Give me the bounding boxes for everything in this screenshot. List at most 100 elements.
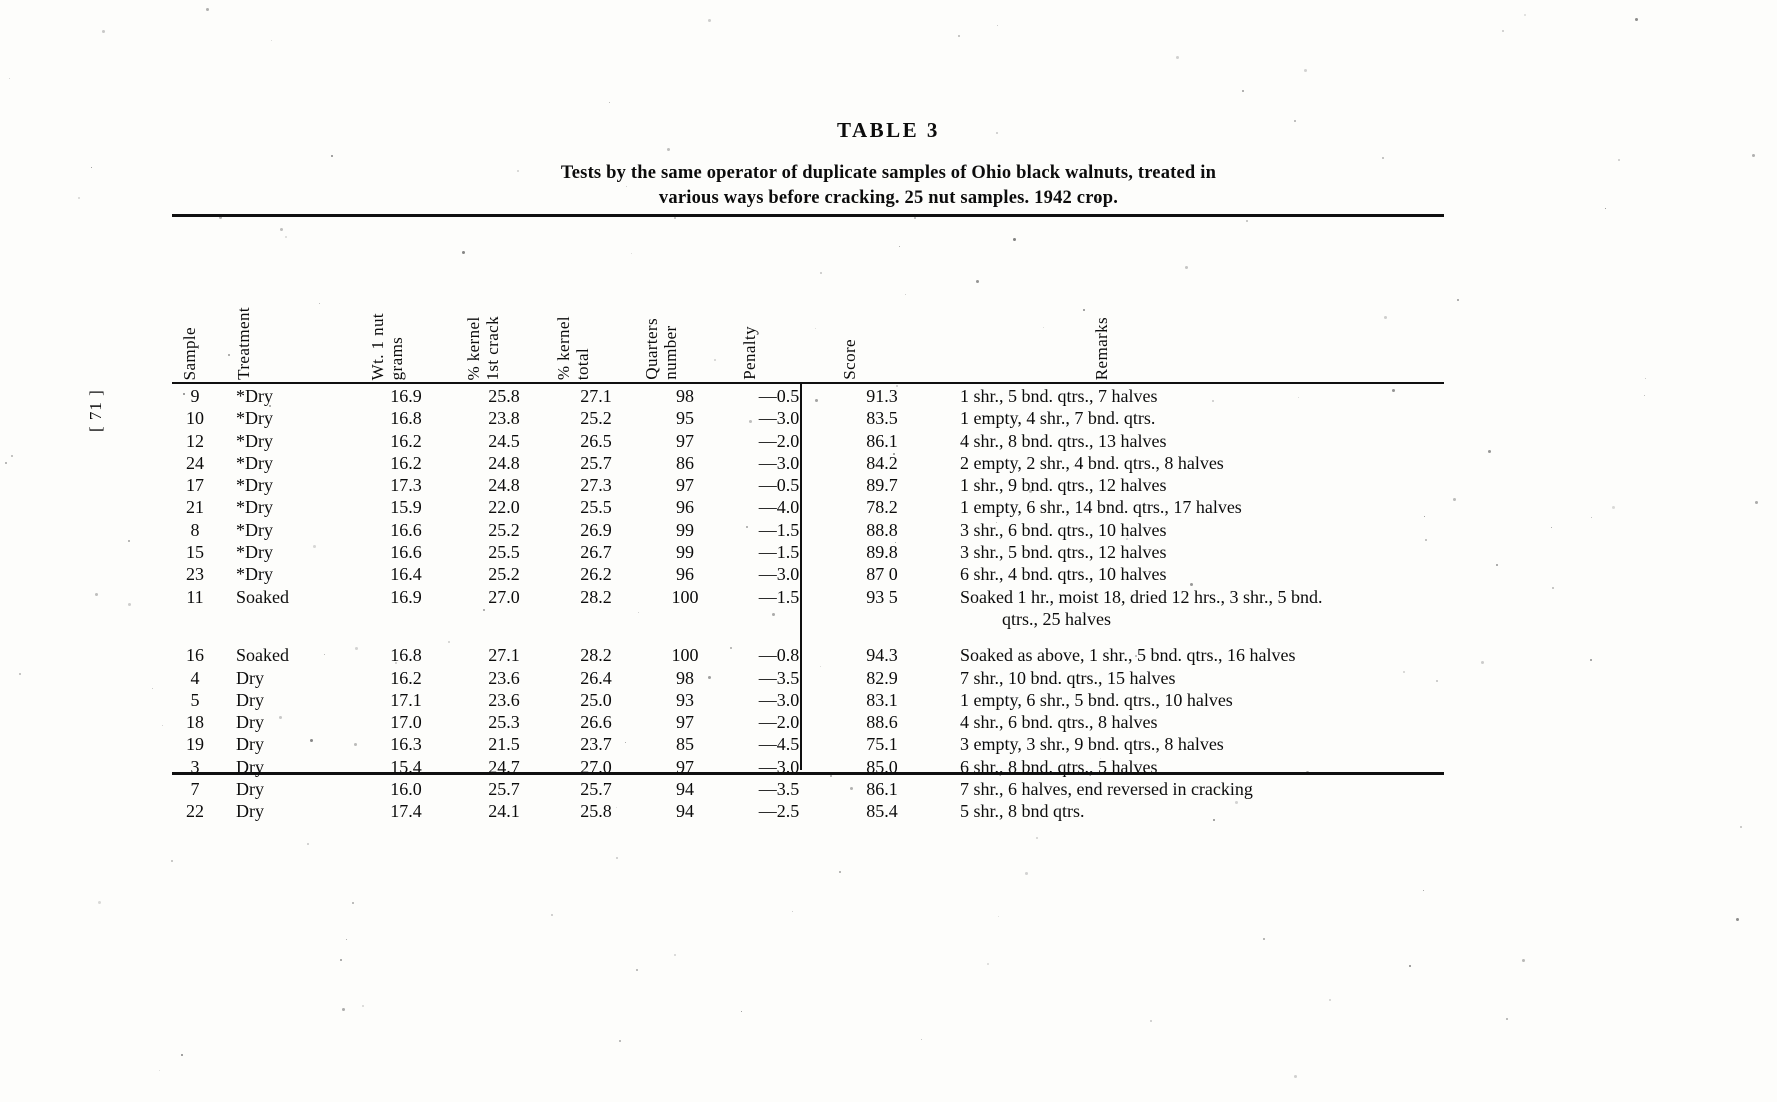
scan-speck <box>921 1039 922 1040</box>
table-row: 9 *Dry 16.9 25.8 27.1 98 —0.5 91.3 1 shr., 5 bnd… <box>172 386 1444 408</box>
cell-weight: 17.3 <box>390 475 422 496</box>
scan-speck <box>1025 872 1028 875</box>
scan-speck <box>1135 655 1137 657</box>
cell-weight: 16.9 <box>390 386 422 406</box>
scan-speck <box>9 78 10 79</box>
title-block: TABLE 3 Tests by the same operator of du… <box>0 118 1777 211</box>
cell-quarters: 94 <box>676 801 694 822</box>
cell-sample: 12 <box>186 430 204 451</box>
cell-sample: 17 <box>186 475 204 496</box>
table-row: 11 Soaked 16.9 27.0 28.2 100 —1.5 93 5 Soaked 1 … <box>172 587 1444 609</box>
cell-weight: 16.8 <box>390 408 422 429</box>
page-title: TABLE 3 <box>837 118 940 142</box>
scan-speck <box>820 666 821 667</box>
cell-kernel-1st-crack: 22.0 <box>488 497 520 518</box>
continuation-spacer <box>172 609 934 631</box>
cell-kernel-1st-crack: 25.7 <box>488 779 520 800</box>
cell-kernel-1st-crack: 25.5 <box>488 542 520 563</box>
table-row: 24 *Dry 16.2 24.8 25.7 86 —3.0 84.2 2 empty, 2 s… <box>172 453 1444 475</box>
scan-speck <box>638 612 639 613</box>
cell-score: 86.1 <box>866 779 898 800</box>
table-row: 12 *Dry 16.2 24.5 26.5 97 —2.0 86.1 4 shr., 8 bn… <box>172 431 1444 453</box>
cell-penalty: —3.5 <box>758 779 800 800</box>
cell-kernel-1st-crack: 24.1 <box>488 801 520 822</box>
scan-speck <box>362 1005 364 1007</box>
column-header-score: Score <box>840 339 859 380</box>
cell-sample: 5 <box>190 689 200 710</box>
cell-score: 83.1 <box>866 689 898 710</box>
caption-line-1: Tests by the same operator of duplicate … <box>560 163 1217 183</box>
scan-speck <box>1522 959 1525 962</box>
scan-speck <box>631 253 632 254</box>
cell-kernel-total: 25.5 <box>580 497 612 518</box>
scan-speck <box>1235 801 1238 804</box>
scan-speck <box>1392 389 1395 392</box>
cell-sample: 16 <box>186 645 204 666</box>
cell-treatment: *Dry <box>236 452 273 473</box>
scan-speck <box>1424 516 1425 517</box>
scan-speck <box>1457 299 1459 301</box>
scan-speck <box>1453 498 1456 501</box>
scan-speck <box>1409 965 1411 967</box>
scan-speck <box>1551 527 1552 528</box>
scan-speck <box>998 916 999 917</box>
scan-speck <box>895 542 896 543</box>
scan-speck <box>1506 1018 1508 1020</box>
cell-score: 85.4 <box>866 801 898 822</box>
scan-speck <box>1425 539 1427 541</box>
scan-speck <box>1384 316 1387 319</box>
cell-remarks: 3 shr., 5 bnd. qtrs., 12 halves <box>960 542 1167 563</box>
cell-score: 75.1 <box>866 734 898 755</box>
cell-treatment: Dry <box>236 712 264 733</box>
cell-treatment: Dry <box>236 667 264 688</box>
table-top-rule <box>172 214 1444 217</box>
cell-weight: 16.8 <box>390 645 422 666</box>
cell-treatment: *Dry <box>236 386 273 406</box>
cell-remarks: 4 shr., 6 bnd. qtrs., 8 halves <box>960 712 1158 733</box>
cell-penalty: —1.5 <box>758 586 800 607</box>
table-row: 19 Dry 16.3 21.5 23.7 85 —4.5 75.1 3 empty, 3 sh… <box>172 734 1444 756</box>
scan-speck <box>626 186 627 187</box>
scan-speck <box>162 725 163 726</box>
scan-speck <box>1502 30 1504 32</box>
cell-kernel-total: 26.7 <box>580 542 612 563</box>
cell-kernel-1st-crack: 27.1 <box>488 645 520 666</box>
cell-quarters: 98 <box>676 667 694 688</box>
scan-speck <box>1736 918 1739 921</box>
cell-weight: 16.6 <box>390 519 422 540</box>
scan-speck <box>667 148 670 151</box>
scan-speck <box>687 717 689 719</box>
scan-speck <box>340 959 342 961</box>
cell-score: 83.5 <box>866 408 898 429</box>
folio-page-number: [ 71 ] <box>86 389 105 432</box>
scan-speck <box>181 1054 183 1056</box>
scan-speck <box>152 688 153 689</box>
cell-kernel-1st-crack: 23.6 <box>488 689 520 710</box>
cell-treatment: *Dry <box>236 475 273 496</box>
scan-speck <box>78 197 80 199</box>
table-row: 4 Dry 16.2 23.6 26.4 98 —3.5 82.9 7 shr., 10 bnd… <box>172 668 1444 690</box>
scan-speck <box>1488 450 1491 453</box>
scan-speck <box>746 526 748 528</box>
scan-speck <box>342 1008 345 1011</box>
cell-score: 93 5 <box>866 586 898 607</box>
cell-weight: 16.2 <box>390 430 422 451</box>
scan-speck <box>741 1011 742 1012</box>
scan-speck <box>206 8 209 11</box>
cell-remarks-continuation: qtrs., 25 halves <box>1002 608 1111 629</box>
cell-penalty: —2.0 <box>758 712 800 733</box>
scan-speck <box>483 609 485 611</box>
scan-speck <box>279 716 282 719</box>
cell-kernel-total: 26.4 <box>580 667 612 688</box>
cell-score: 94.3 <box>866 645 898 666</box>
scan-speck <box>839 871 841 873</box>
scan-speck <box>319 303 320 304</box>
scan-speck <box>19 673 21 675</box>
cell-weight: 15.4 <box>390 756 422 777</box>
cell-sample: 22 <box>186 801 204 822</box>
cell-remarks: Soaked as above, 1 shr., 5 bnd. qtrs., 1… <box>960 645 1296 666</box>
scan-speck <box>1605 208 1606 209</box>
cell-quarters: 97 <box>676 430 694 451</box>
cell-remarks: 6 shr., 4 bnd. qtrs., 10 halves <box>960 564 1167 585</box>
scan-speck <box>636 969 638 971</box>
